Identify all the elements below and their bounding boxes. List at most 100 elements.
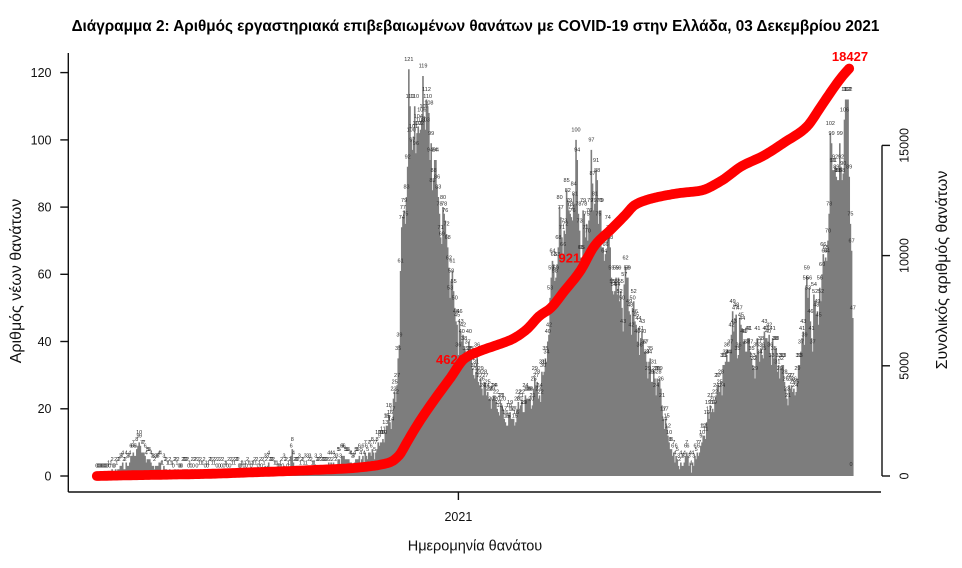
svg-text:6: 6 — [671, 444, 674, 450]
svg-text:16: 16 — [513, 410, 519, 416]
svg-text:59: 59 — [615, 265, 621, 271]
svg-text:3: 3 — [127, 454, 130, 460]
svg-text:24: 24 — [480, 383, 486, 389]
svg-text:40: 40 — [640, 329, 646, 335]
svg-text:0: 0 — [105, 464, 108, 470]
svg-text:26: 26 — [531, 376, 537, 382]
svg-text:46: 46 — [632, 309, 638, 315]
svg-text:1: 1 — [115, 460, 118, 466]
svg-text:42: 42 — [546, 323, 552, 329]
svg-text:3: 3 — [154, 454, 157, 460]
svg-text:3: 3 — [120, 454, 123, 460]
svg-text:79: 79 — [597, 198, 603, 204]
svg-text:32: 32 — [778, 356, 784, 362]
svg-text:29: 29 — [532, 366, 538, 372]
svg-text:88: 88 — [834, 168, 840, 174]
svg-text:74: 74 — [399, 215, 405, 221]
svg-text:54: 54 — [811, 282, 817, 288]
svg-text:6: 6 — [340, 444, 343, 450]
svg-text:0: 0 — [242, 464, 245, 470]
svg-text:34: 34 — [757, 349, 763, 355]
svg-text:0: 0 — [222, 464, 225, 470]
svg-text:0: 0 — [178, 464, 181, 470]
svg-text:1: 1 — [166, 460, 169, 466]
svg-text:29: 29 — [777, 366, 783, 372]
svg-text:1: 1 — [171, 460, 174, 466]
svg-text:35: 35 — [647, 346, 653, 352]
svg-text:33: 33 — [768, 353, 774, 359]
svg-text:35: 35 — [462, 346, 468, 352]
svg-text:89: 89 — [846, 165, 852, 171]
svg-text:36: 36 — [455, 343, 461, 349]
svg-text:6: 6 — [684, 444, 687, 450]
svg-text:0: 0 — [189, 464, 192, 470]
svg-text:63: 63 — [554, 252, 560, 258]
svg-text:1: 1 — [205, 460, 208, 466]
svg-text:68: 68 — [607, 235, 613, 241]
svg-text:34: 34 — [644, 349, 650, 355]
svg-text:21: 21 — [518, 393, 524, 399]
svg-text:31: 31 — [473, 360, 479, 366]
svg-text:34: 34 — [544, 349, 550, 355]
svg-text:17: 17 — [389, 407, 395, 413]
svg-text:30: 30 — [540, 363, 546, 369]
svg-text:2: 2 — [246, 457, 249, 463]
svg-text:2: 2 — [253, 457, 256, 463]
svg-text:101: 101 — [409, 124, 418, 130]
svg-text:77: 77 — [400, 205, 406, 211]
svg-text:0: 0 — [206, 464, 209, 470]
svg-text:4: 4 — [159, 450, 162, 456]
svg-text:7: 7 — [698, 440, 701, 446]
svg-text:2: 2 — [334, 457, 337, 463]
svg-text:49: 49 — [730, 299, 736, 305]
svg-text:49: 49 — [626, 299, 632, 305]
svg-text:9214: 9214 — [559, 251, 589, 266]
svg-text:5: 5 — [147, 447, 150, 453]
svg-text:24: 24 — [536, 383, 542, 389]
svg-text:7: 7 — [685, 440, 688, 446]
svg-text:59: 59 — [608, 265, 614, 271]
svg-text:4: 4 — [332, 450, 335, 456]
svg-text:40: 40 — [459, 329, 465, 335]
svg-text:78: 78 — [575, 202, 581, 208]
svg-text:38: 38 — [772, 336, 778, 342]
svg-text:5: 5 — [148, 447, 151, 453]
svg-text:1: 1 — [167, 460, 170, 466]
svg-text:83: 83 — [435, 185, 441, 191]
svg-text:0: 0 — [215, 464, 218, 470]
svg-text:20: 20 — [494, 397, 500, 403]
svg-text:17: 17 — [508, 407, 514, 413]
svg-text:2: 2 — [184, 457, 187, 463]
svg-text:35: 35 — [734, 346, 740, 352]
svg-text:71: 71 — [582, 225, 588, 231]
svg-text:1: 1 — [275, 460, 278, 466]
svg-text:2: 2 — [165, 457, 168, 463]
svg-text:43: 43 — [620, 319, 626, 325]
svg-text:85: 85 — [429, 178, 435, 184]
svg-text:52: 52 — [818, 289, 824, 295]
svg-text:41: 41 — [799, 326, 805, 332]
svg-text:88: 88 — [431, 168, 437, 174]
svg-text:104: 104 — [414, 114, 423, 120]
svg-text:5: 5 — [360, 447, 363, 453]
svg-text:6: 6 — [134, 444, 137, 450]
svg-text:0: 0 — [99, 464, 102, 470]
svg-text:33: 33 — [780, 353, 786, 359]
svg-text:18: 18 — [506, 403, 512, 409]
svg-text:4: 4 — [689, 450, 692, 456]
svg-text:6: 6 — [343, 444, 346, 450]
svg-text:2: 2 — [202, 457, 205, 463]
svg-text:16: 16 — [704, 410, 710, 416]
svg-text:2: 2 — [124, 457, 127, 463]
svg-text:41: 41 — [770, 326, 776, 332]
svg-text:22: 22 — [515, 390, 521, 396]
svg-text:103: 103 — [416, 117, 425, 123]
svg-text:2: 2 — [212, 457, 215, 463]
svg-text:66: 66 — [602, 242, 608, 248]
svg-text:10: 10 — [666, 430, 672, 436]
svg-text:64: 64 — [824, 249, 830, 255]
svg-text:1: 1 — [169, 460, 172, 466]
svg-text:0: 0 — [187, 464, 190, 470]
svg-text:23: 23 — [525, 386, 531, 392]
svg-text:40: 40 — [545, 329, 551, 335]
